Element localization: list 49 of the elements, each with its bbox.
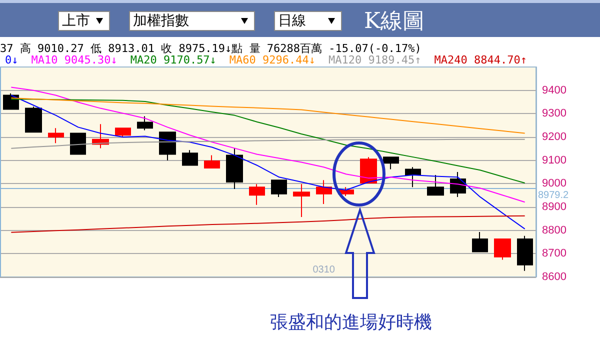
y-tick-label: 8700 [542, 248, 566, 260]
chart-title: K線圖 [364, 8, 424, 36]
text: MA240 8844.70↑ [434, 54, 527, 66]
candlestick [182, 150, 198, 166]
y-tick-label: 8900 [542, 201, 566, 213]
text: 0↓ [5, 54, 18, 66]
candlestick [226, 148, 243, 190]
candlestick [405, 166, 421, 188]
line-series [10, 86, 526, 203]
text: 加權指數 [129, 11, 255, 31]
candlestick [494, 238, 511, 260]
ref-line-label: 8979.2 [538, 190, 570, 202]
y-tick-label: 9100 [542, 154, 566, 166]
text: 日線 [274, 11, 342, 31]
text: MA10 9045.30↓ [31, 54, 118, 66]
line-series [10, 98, 526, 134]
y-tick-label: 9400 [542, 84, 566, 96]
candlestick [48, 128, 64, 144]
candlestick [383, 156, 399, 170]
text: 張盛和的進場好時機 [270, 311, 432, 334]
candlestick [271, 180, 287, 198]
y-tick-label: 9000 [542, 178, 566, 190]
candlestick [293, 184, 310, 218]
line-series [10, 98, 526, 184]
line-series [10, 94, 526, 230]
line-series [10, 215, 526, 233]
candlestick [316, 180, 332, 204]
candlestick [249, 184, 265, 206]
y-tick-label: 9200 [542, 131, 566, 143]
text: 37 高 9010.27 低 8913.01 收 8975.19↓點 量 76288百萬 -15.07(-0.17%) [0, 41, 422, 55]
y-tick-label: 8800 [542, 224, 566, 236]
candlestick [25, 106, 42, 133]
candlestick [360, 156, 377, 184]
candlestick [204, 154, 220, 169]
line-series [10, 138, 526, 149]
text: MA120 9189.45↑ [328, 54, 422, 66]
x-tick-label: 0310 [312, 264, 336, 276]
text: MA20 9170.57↓ [130, 54, 216, 66]
text: 上市 [58, 11, 110, 31]
candlestick [159, 132, 176, 161]
candlestick [517, 235, 533, 272]
y-tick-label: 9300 [542, 108, 566, 120]
candlestick [137, 116, 153, 131]
text: MA60 9296.44↓ [229, 54, 316, 66]
candlestick [70, 132, 86, 155]
candlestick [472, 231, 488, 252]
candlestick [427, 174, 444, 196]
y-tick-label: 8600 [542, 271, 566, 283]
candlestick [115, 128, 131, 138]
